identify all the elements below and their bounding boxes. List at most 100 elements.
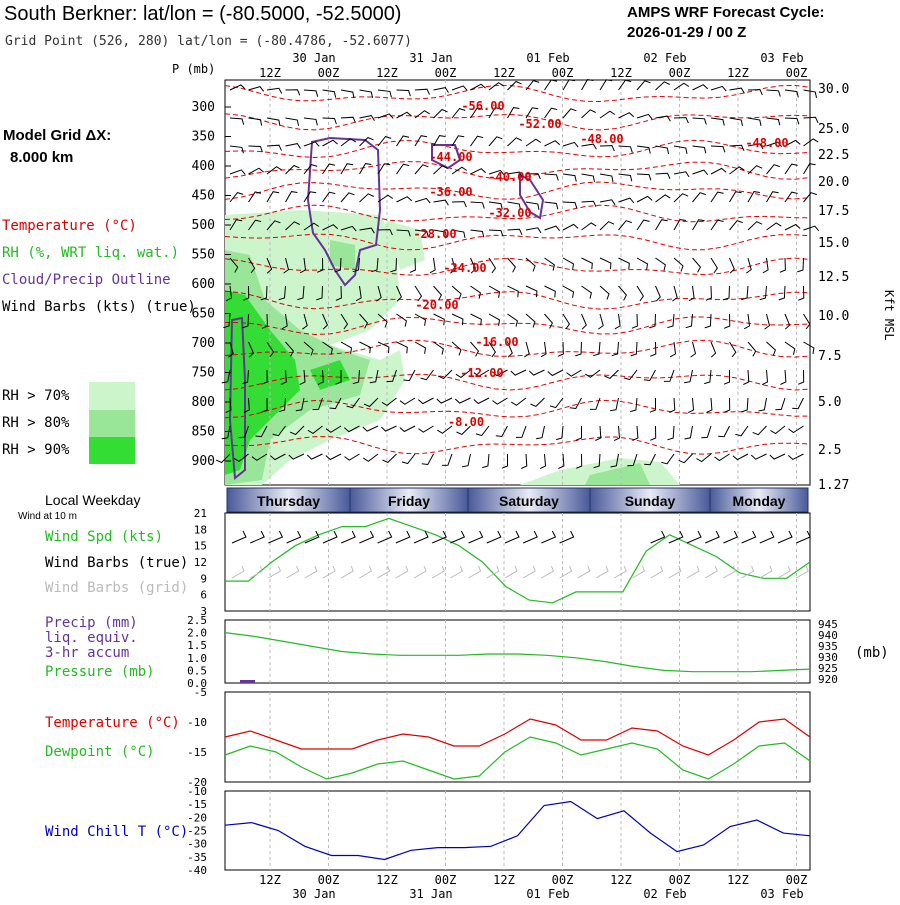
temperature-contour-line (224, 161, 811, 180)
wind-barb (562, 108, 577, 119)
pressure-tick-label: 600 (192, 277, 215, 292)
temperature-contour-labels: -56.00 -52.00 -48.00 -48.00 -44.00 -40.00 -36.… (413, 99, 788, 429)
wind-barb (285, 117, 300, 126)
wind-barb (228, 341, 234, 358)
wind-barb (784, 89, 799, 98)
wind-barb (266, 220, 281, 231)
wind-barb (525, 80, 540, 91)
wind-barb (475, 425, 490, 437)
surface-wind-barb (304, 530, 320, 544)
wind-barb (433, 135, 446, 147)
bottom-hour-tick: 12Z (727, 873, 749, 887)
surface-wind-barb (268, 530, 284, 544)
wind-barb (261, 313, 268, 329)
wind-barb (525, 138, 542, 147)
wind-barb (581, 79, 594, 91)
wind-barb (672, 285, 678, 302)
rh-80-region-upper (330, 240, 355, 270)
panel-y-tick: 3 (200, 605, 207, 618)
wind-barb (507, 285, 519, 298)
wind-barb (540, 341, 547, 358)
wind-barb (710, 191, 724, 203)
wind-barb (636, 80, 651, 91)
wind-barb (766, 117, 781, 126)
wind-barb (229, 219, 243, 231)
panel-frame (224, 619, 811, 684)
wind-10m-label: Wind at 10 m (18, 511, 77, 522)
wind-barb (285, 164, 300, 175)
wind-barb (272, 425, 286, 437)
wind-barb (288, 453, 305, 460)
grid-wind-barb (450, 565, 464, 579)
wind-barb (433, 108, 448, 119)
kft-tick-label: 22.5 (818, 148, 849, 163)
wind-barb (492, 397, 508, 405)
wind-barb (636, 113, 653, 120)
kft-axis-title: Kft MSL (882, 290, 896, 341)
wind-barb (752, 425, 767, 436)
wind-barb (692, 192, 706, 203)
wind-barb (729, 144, 745, 152)
wind-barb (729, 191, 742, 203)
wind-barb (525, 107, 539, 119)
wind-barb (437, 369, 453, 380)
wind-barb (562, 141, 579, 148)
bottom-date-label: 30 Jan (292, 887, 335, 900)
panel-y-tick: -20 (187, 776, 207, 789)
panel-y-tick: -20 (187, 811, 207, 824)
wind-barb (724, 397, 731, 413)
top-date-label: 03 Feb (760, 51, 803, 65)
wind-barb (470, 229, 485, 238)
wind-barb (729, 166, 745, 175)
wind-barb (470, 201, 485, 209)
wind-barb (636, 257, 649, 270)
grid-wind-barb (595, 565, 609, 579)
wind-barb (303, 341, 314, 356)
top-hour-tick: 00Z (552, 66, 574, 80)
wind-barb (470, 107, 484, 119)
wind-barb (766, 164, 780, 175)
wind-barb (451, 108, 466, 119)
wind-barb (667, 313, 675, 329)
wind-barb (696, 453, 712, 463)
wind-barb (322, 341, 333, 355)
wind-barb (684, 369, 693, 384)
temperature-contour-line (224, 113, 811, 131)
wind-barb (450, 257, 456, 274)
cloud-outline-upper (306, 136, 382, 287)
pressure-axis-title: P (mb) (172, 62, 215, 76)
wind-barb (643, 369, 656, 382)
panel-y-tick: -30 (187, 838, 207, 851)
panel-y-tick: 6 (200, 589, 207, 602)
wind-barb (322, 89, 337, 98)
wind-barb (229, 257, 239, 273)
bottom-hour-tick: 00Z (318, 873, 340, 887)
wind-barb (403, 369, 416, 382)
legend-cloud-outline: Cloud/Precip Outline (2, 272, 171, 288)
wind-barb (390, 257, 397, 273)
pressure-tick-label: 900 (192, 454, 215, 469)
wind-barb (396, 196, 413, 203)
wind-barb (355, 285, 362, 302)
wind-barb (636, 285, 645, 302)
wind-barb (329, 397, 342, 410)
legend-wind-barbs: Wind Barbs (kts) (true) (2, 299, 196, 315)
wind-barb (322, 224, 339, 231)
wind-barb (396, 341, 408, 354)
wind-barb (581, 143, 597, 150)
grid-wind-barb (431, 565, 445, 579)
surface-wind-barb (650, 530, 666, 544)
wind-barb (632, 425, 639, 441)
kft-tick-label: 30.0 (818, 82, 849, 97)
wind-barb (803, 192, 817, 203)
wind-barb (610, 397, 619, 412)
kft-tick-label: 10.0 (818, 309, 849, 324)
grid-wind-barb (686, 565, 700, 579)
weekday-name: Sunday (625, 493, 676, 509)
wind-barb (473, 397, 490, 405)
wind-barb (710, 85, 727, 92)
wind-barb (784, 313, 791, 330)
wind-barb (575, 426, 582, 441)
wind-barb (454, 397, 471, 404)
wind-barb (359, 341, 371, 354)
